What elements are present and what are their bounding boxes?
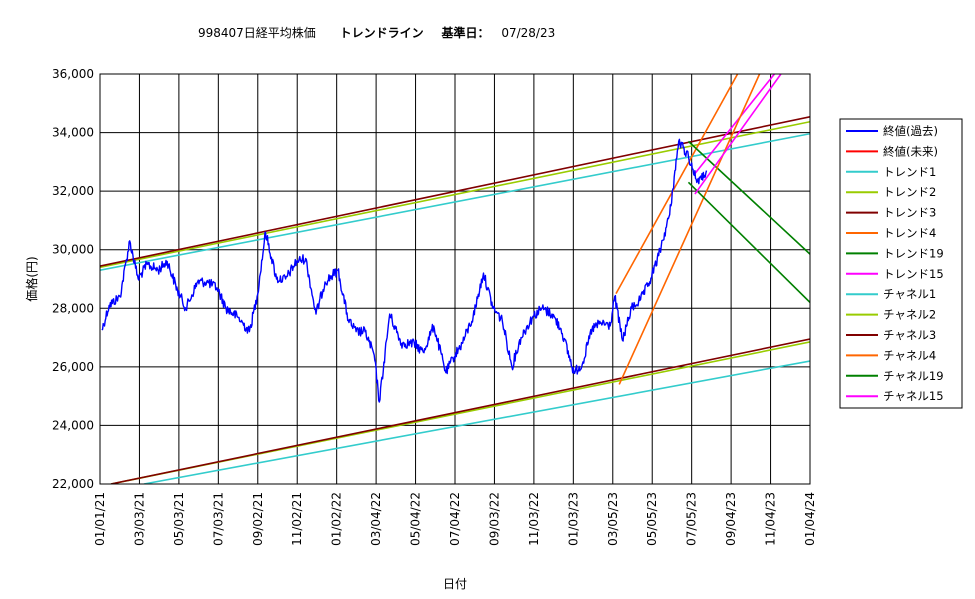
trend-lines [100, 74, 810, 484]
x-axis-label: 日付 [443, 577, 467, 591]
series-line-4 [100, 115, 810, 267]
series-line-13 [694, 74, 782, 195]
legend-label: トレンド1 [883, 165, 936, 179]
x-tick-label: 05/05/23 [645, 492, 659, 546]
x-tick-label: 11/02/21 [290, 492, 304, 546]
y-tick-label: 26,000 [52, 360, 94, 374]
series-line-6 [687, 140, 810, 255]
price-series [101, 138, 708, 403]
legend-label: チャネル19 [883, 369, 944, 383]
title-code-name: 998407日経平均株価 [198, 25, 316, 40]
x-tick-label: 03/05/23 [606, 492, 620, 546]
x-tick-label: 05/04/22 [409, 492, 423, 546]
series-line-3 [100, 120, 810, 269]
x-tick-label: 07/04/22 [448, 492, 462, 546]
y-axis-label: 価格(円) [24, 256, 39, 301]
x-tick-label: 03/04/22 [369, 492, 383, 546]
legend-label: 終値(過去) [883, 124, 938, 138]
x-tick-label: 03/03/21 [132, 492, 146, 546]
price-line [101, 138, 708, 403]
grid [100, 74, 810, 484]
plot-border [99, 73, 811, 485]
series-line-12 [687, 181, 810, 303]
y-tick-label: 36,000 [52, 67, 94, 81]
x-tick-label: 11/04/23 [764, 492, 778, 546]
legend-label: 終値(未来) [883, 144, 938, 158]
legend-label: トレンド19 [883, 246, 944, 260]
chart-title: 998407日経平均株価 トレンドライン 基準日： 07/28/23 [198, 25, 555, 40]
x-tick-label: 07/05/23 [685, 492, 699, 546]
series-line-7 [694, 74, 776, 175]
x-tick-label: 01/03/23 [566, 492, 580, 546]
series-line-10 [110, 338, 810, 484]
title-subtitle: トレンドライン [340, 26, 424, 40]
x-tick-label: 01/02/22 [330, 492, 344, 546]
series-line-11 [618, 74, 761, 385]
legend-label: チャネル15 [883, 389, 944, 403]
legend-box [839, 118, 963, 409]
legend-label: トレンド2 [883, 185, 936, 199]
y-tick-label: 32,000 [52, 184, 94, 198]
x-tick-label: 11/03/22 [527, 492, 541, 546]
y-tick-label: 22,000 [52, 477, 94, 491]
y-tick-label: 28,000 [52, 301, 94, 315]
x-tick-label: 05/03/21 [172, 492, 186, 546]
legend-label: チャネル1 [883, 287, 936, 301]
title-base-label: 基準日： [440, 25, 489, 40]
y-tick-label: 30,000 [52, 243, 94, 257]
series-line-8 [143, 360, 810, 484]
legend-label: チャネル2 [883, 308, 936, 322]
x-axis-ticks: 01/01/21 03/03/21 05/03/21 07/03/21 09/02/21… [93, 492, 817, 546]
x-tick-label: 01/04/24 [803, 492, 817, 546]
x-tick-label: 09/03/22 [487, 492, 501, 546]
legend-label: チャネル3 [883, 328, 936, 342]
y-tick-label: 34,000 [52, 126, 94, 140]
legend-label: トレンド4 [883, 226, 936, 240]
legend-label: トレンド3 [883, 206, 936, 220]
legend: 終値(過去) 終値(未来) トレンド1 トレンド2 トレンド3 トレンド4 トレンド19 トレ… [839, 118, 963, 409]
y-tick-label: 24,000 [52, 418, 94, 432]
x-tick-label: 09/04/23 [724, 492, 738, 546]
x-tick-label: 09/02/21 [251, 492, 265, 546]
y-axis-ticks: 22,000 24,000 26,000 28,000 30,000 32,000 34,0… [52, 67, 94, 491]
legend-label: チャネル4 [883, 348, 936, 362]
series-line-5 [615, 74, 739, 295]
x-tick-label: 01/01/21 [93, 492, 107, 546]
title-base-date: 07/28/23 [501, 26, 555, 40]
legend-label: トレンド15 [883, 267, 944, 281]
x-tick-label: 07/03/21 [211, 492, 225, 546]
